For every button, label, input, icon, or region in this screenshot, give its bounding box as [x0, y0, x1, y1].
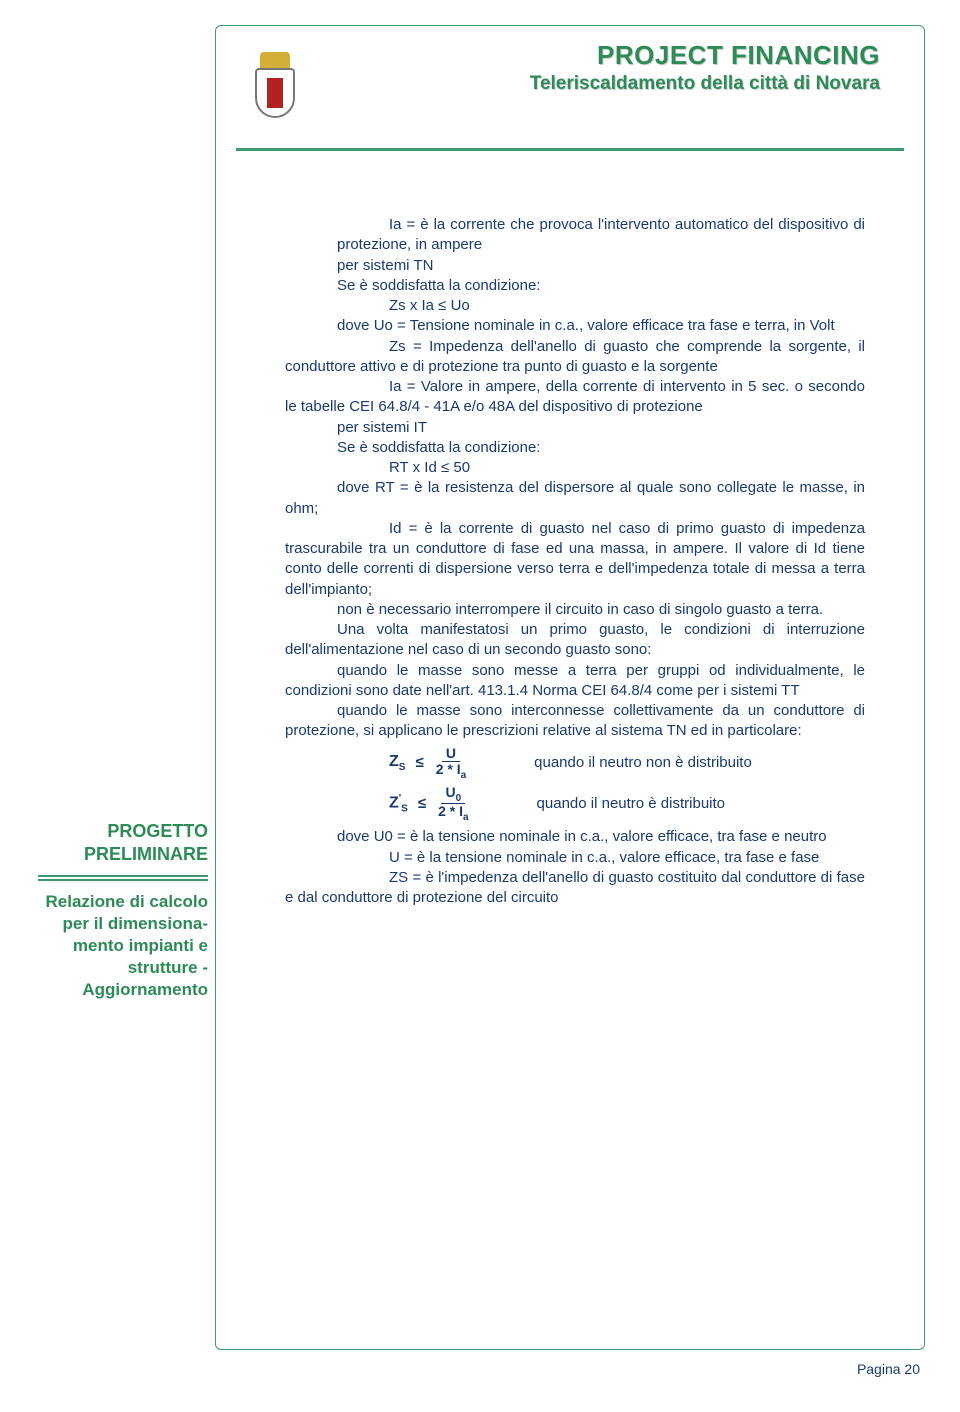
para: quando le masse sono interconnesse colle… [285, 701, 865, 742]
sidebar-divider [38, 875, 208, 881]
formula-note: quando il neutro è distribuito [537, 794, 725, 814]
para: Zs x Ia ≤ Uo [285, 296, 865, 316]
para: U = è la tensione nominale in c.a., valo… [285, 848, 865, 868]
header: PROJECT FINANCING Teleriscaldamento dell… [240, 40, 900, 130]
formula-1: ZS ≤ U 2 * Ia quando il neutro non è dis… [285, 746, 865, 781]
para: dove Uo = Tensione nominale in c.a., val… [285, 316, 865, 336]
para: non è necessario interrompere il circuit… [285, 600, 865, 620]
header-subtitle: Teleriscaldamento della città di Novara [310, 73, 880, 95]
header-title: PROJECT FINANCING [310, 40, 880, 71]
para: Zs = Impedenza dell'anello di guasto che… [285, 337, 865, 378]
sidebar-subtitle: Relazione di calcolo per il dimensiona-m… [28, 891, 208, 1001]
para: Una volta manifestatosi un primo guasto,… [285, 620, 865, 661]
para: per sistemi IT [285, 418, 865, 438]
para: Id = è la corrente di guasto nel caso di… [285, 519, 865, 600]
formula-2: Z'S ≤ U0 2 * Ia quando il neutro è distr… [285, 785, 865, 824]
para: quando le masse sono messe a terra per g… [285, 661, 865, 702]
body-content: Ia = è la corrente che provoca l'interve… [285, 215, 865, 908]
para: dove RT = è la resistenza del dispersore… [285, 478, 865, 519]
para: Se è soddisfatta la condizione: [285, 438, 865, 458]
crest-icon [240, 40, 310, 130]
para: Ia = Valore in ampere, della corrente di… [285, 377, 865, 418]
para: Ia = è la corrente che provoca l'interve… [285, 215, 865, 256]
header-text: PROJECT FINANCING Teleriscaldamento dell… [310, 40, 900, 95]
sidebar: PROGETTO PRELIMINARE Relazione di calcol… [28, 820, 208, 1001]
header-divider [236, 148, 904, 151]
sidebar-title: PROGETTO PRELIMINARE [28, 820, 208, 865]
para: per sistemi TN [285, 256, 865, 276]
page-number: Pagina 20 [857, 1361, 920, 1377]
formula-note: quando il neutro non è distribuito [534, 753, 752, 773]
para: Se è soddisfatta la condizione: [285, 276, 865, 296]
para: dove U0 = è la tensione nominale in c.a.… [285, 827, 865, 847]
para: ZS = è l'impedenza dell'anello di guasto… [285, 868, 865, 909]
para: RT x Id ≤ 50 [285, 458, 865, 478]
